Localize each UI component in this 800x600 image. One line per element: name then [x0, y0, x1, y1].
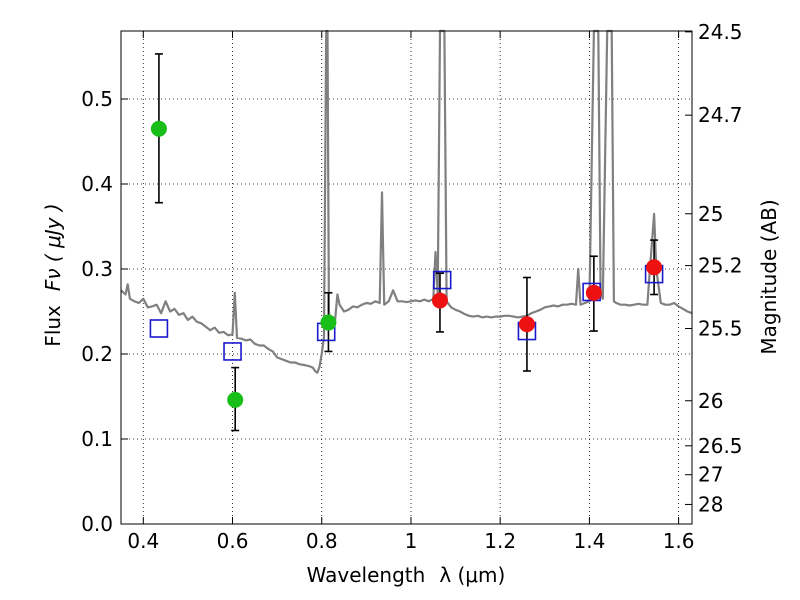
observed-point-red [646, 259, 663, 276]
model-photometry-squares [149, 264, 664, 361]
model-spectrum [120, 29, 693, 374]
model-photometry-square [432, 270, 452, 290]
y-axis-title: Flux Fν ( μJy ) [41, 203, 65, 346]
observed-points [150, 120, 663, 408]
observed-point-green [320, 314, 337, 331]
y2-axis-title: Magnitude (AB) [757, 199, 781, 354]
x-axis-title-symbol: λ (μm) [439, 563, 505, 587]
y-tick-label: 0.1 [81, 427, 113, 451]
observed-point-green [227, 391, 244, 408]
model-spectrum-line [120, 29, 693, 374]
y2-axis-title-text: Magnitude (AB) [757, 199, 781, 354]
y2-tick-label: 25.5 [698, 317, 743, 341]
observed-point-red [431, 292, 448, 309]
x-axis-title-word: Wavelength [307, 563, 426, 587]
x-tick-label: 1.2 [484, 529, 516, 553]
model-photometry-square [223, 342, 242, 361]
x-tick-label: 1 [405, 529, 418, 553]
error-bars [154, 53, 659, 432]
observed-point-red [585, 284, 602, 301]
y2-tick-label: 26 [698, 389, 723, 413]
y2-tick-label: 28 [698, 492, 723, 516]
y-tick-label: 0.3 [81, 257, 113, 281]
y2-tick-label: 25 [698, 202, 723, 226]
observed-point-green [150, 120, 167, 137]
y-axis-title-symbol: Fν ( μJy ) [41, 203, 65, 291]
x-tick-label: 1.4 [573, 529, 605, 553]
y-tick-label: 0.4 [81, 172, 113, 196]
y-tick-label: 0.2 [81, 342, 113, 366]
y-tick-label: 0.0 [81, 512, 113, 536]
x-tick-label: 1.6 [663, 529, 695, 553]
y-axis-title-word: Flux [41, 305, 65, 347]
y2-tick-label: 26.5 [698, 434, 743, 458]
svg-text:FluxFν ( μJy ): Flux Fν ( μJy ) [41, 203, 65, 346]
x-tick-label: 0.4 [127, 529, 159, 553]
observed-point-red [518, 316, 535, 333]
model-photometry-square [149, 319, 169, 338]
axis-ticks: 0.4 0.6 0.8 1 1.2 1.4 1.6 0.0 0.1 0.2 0.3 0.4 0.5 24.… [81, 20, 742, 553]
y2-tick-label: 24.7 [698, 103, 743, 127]
plot-frame [120, 30, 693, 525]
y2-tick-label: 24.5 [698, 20, 743, 44]
x-tick-label: 0.8 [306, 529, 338, 553]
x-tick-label: 0.6 [217, 529, 249, 553]
y2-tick-label: 27 [698, 463, 723, 487]
y2-tick-label: 25.2 [698, 254, 743, 278]
y-tick-label: 0.5 [81, 87, 113, 111]
x-axis-title: Wavelength λ (μm) [307, 563, 506, 587]
